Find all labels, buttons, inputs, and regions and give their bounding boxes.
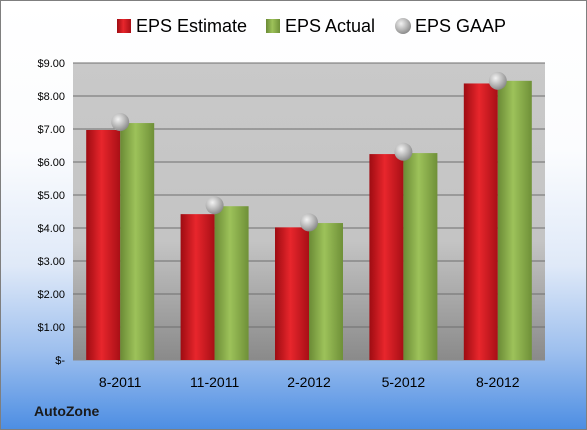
y-tick-label: $6.00 xyxy=(37,157,65,169)
gaap-markers xyxy=(111,71,507,232)
legend-swatch-estimate xyxy=(117,19,131,33)
company-name: AutoZone xyxy=(34,403,100,419)
bar-eps-estimate xyxy=(180,214,215,360)
y-tick-label: $7.00 xyxy=(37,124,65,136)
bar-eps-actual xyxy=(403,153,438,360)
legend-swatch-actual xyxy=(266,19,280,33)
y-tick-label: $1.00 xyxy=(37,322,65,334)
bar-eps-estimate xyxy=(463,83,498,361)
y-axis-ticks: $- $1.00 $2.00 $3.00 $4.00 $5.00 $6.00 $7.00 $8.… xyxy=(37,58,65,367)
y-tick-label: $4.00 xyxy=(37,223,65,235)
legend-label-estimate: EPS Estimate xyxy=(136,16,247,36)
x-category-label: 8-2011 xyxy=(99,374,142,390)
marker-eps-gaap xyxy=(300,213,318,232)
x-category-label: 8-2012 xyxy=(476,374,520,390)
legend-swatch-gaap xyxy=(395,18,411,34)
y-tick-label: $- xyxy=(55,355,65,367)
x-axis-labels: 8-2011 11-2011 2-2012 5-2012 8-2012 xyxy=(99,374,520,390)
y-tick-label: $8.00 xyxy=(37,91,65,103)
y-tick-label: $5.00 xyxy=(37,190,65,202)
legend-label-gaap: EPS GAAP xyxy=(415,16,506,36)
marker-eps-gaap xyxy=(488,71,507,90)
bar-eps-estimate xyxy=(275,227,309,360)
legend-item-eps-estimate: EPS Estimate xyxy=(117,16,247,36)
marker-eps-gaap xyxy=(205,196,224,215)
y-tick-label: $2.00 xyxy=(37,289,65,301)
legend-item-eps-gaap: EPS GAAP xyxy=(395,16,506,36)
x-category-label: 11-2011 xyxy=(190,374,240,390)
bar-eps-actual xyxy=(214,206,249,360)
bars xyxy=(86,80,532,361)
y-tick-label: $3.00 xyxy=(37,256,65,268)
x-category-label: 5-2012 xyxy=(382,374,426,390)
bar-eps-actual xyxy=(309,223,343,360)
legend-label-actual: EPS Actual xyxy=(285,16,375,36)
bar-eps-actual xyxy=(497,80,532,360)
marker-eps-gaap xyxy=(394,142,413,161)
y-tick-label: $9.00 xyxy=(37,58,65,70)
bar-eps-estimate xyxy=(86,129,121,360)
legend: EPS Estimate EPS Actual EPS GAAP xyxy=(117,16,506,36)
bar-eps-actual xyxy=(120,123,155,360)
x-category-label: 2-2012 xyxy=(287,374,331,390)
bar-eps-estimate xyxy=(369,154,404,360)
marker-eps-gaap xyxy=(111,113,130,132)
legend-item-eps-actual: EPS Actual xyxy=(266,16,375,36)
